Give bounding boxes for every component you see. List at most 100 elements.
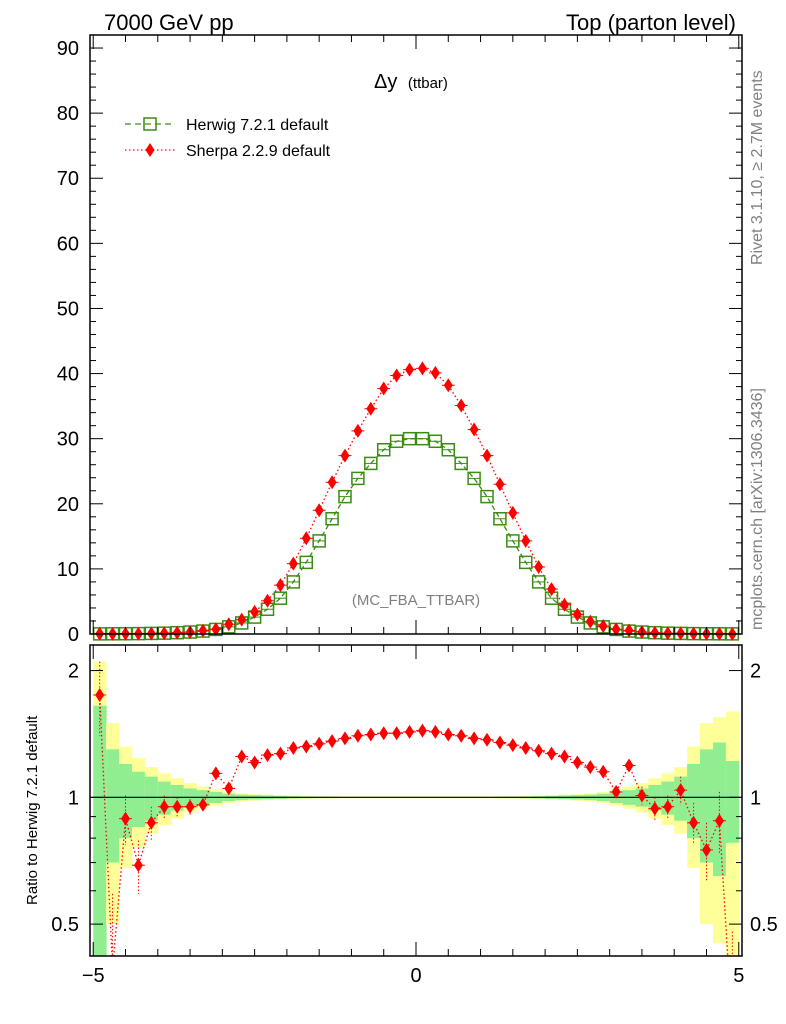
plot-title-sub: (ttbar) (408, 75, 448, 92)
sherpa-point (172, 625, 182, 640)
ratio-xtick-label: 0 (410, 965, 421, 987)
main-ytick-label: 0 (68, 624, 79, 646)
main-series-layer (92, 361, 740, 641)
sherpa-point (572, 607, 582, 622)
sherpa-point (353, 423, 363, 438)
ratio-sherpa-point (508, 738, 518, 753)
ratio-sherpa-point (108, 963, 117, 977)
sherpa-point (521, 533, 531, 548)
herwig-point (376, 442, 391, 457)
ratio-band-inner (700, 749, 714, 863)
ratio-sherpa-point (288, 740, 298, 755)
ratio-sherpa-point (301, 739, 311, 754)
herwig-point (389, 434, 404, 449)
plot-title-main: Δy (374, 71, 397, 93)
sherpa-point (417, 361, 427, 376)
sherpa-point (663, 626, 673, 641)
main-ytick-label: 40 (57, 364, 79, 386)
sherpa-point (534, 559, 544, 574)
main-panel: 0 10 20 30 40 50 60 70 80 90 Δy (ttbar) (MC_FBA_T… (57, 34, 743, 646)
main-ytick-label: 50 (57, 298, 79, 320)
ratio-sherpa-point (198, 797, 208, 812)
sherpa-point (508, 505, 518, 520)
sherpa-point (430, 365, 440, 380)
ratio-sherpa-point (275, 746, 285, 761)
ratio-band-inner (144, 776, 159, 821)
sherpa-point (327, 475, 337, 490)
ratio-sherpa-point (598, 764, 608, 779)
herwig-point (351, 471, 365, 486)
sherpa-point (263, 593, 273, 608)
ratio-sherpa-point (405, 724, 415, 739)
ratio-sherpa-point (250, 755, 260, 770)
sherpa-point (650, 625, 660, 640)
legend-marker-sherpa (145, 143, 155, 157)
rivet-label: Rivet 3.1.10, ≥ 2.7M events (749, 70, 766, 265)
sherpa-point (469, 422, 479, 437)
sherpa-point (495, 477, 505, 492)
herwig-point (480, 489, 494, 504)
herwig-point (364, 456, 378, 471)
main-ytick-label: 30 (57, 429, 79, 451)
ratio-sherpa-point (95, 687, 105, 702)
ratio-series-layer (93, 661, 733, 977)
sherpa-point (611, 622, 621, 637)
ratio-sherpa-point (353, 728, 363, 743)
sherpa-point (443, 378, 453, 393)
sherpa-point (301, 531, 311, 546)
ratio-band-inner (712, 742, 727, 877)
sherpa-point (275, 578, 285, 593)
herwig-point (454, 456, 468, 471)
legend-marker-herwig (143, 117, 157, 131)
plot-title: Δy (ttbar) (374, 71, 448, 93)
ratio-sherpa-point (585, 760, 595, 775)
ratio-sherpa-point (624, 758, 634, 773)
sherpa-point (392, 368, 402, 383)
ratio-sherpa-point (211, 766, 221, 781)
ratio-sherpa-point (443, 727, 453, 742)
main-ytick-label: 80 (57, 103, 79, 125)
ratio-sherpa-point (121, 811, 131, 826)
ratio-ytick-label-right: 0.5 (750, 914, 778, 936)
sherpa-point (237, 612, 247, 627)
legend-label-sherpa: Sherpa 2.2.9 default (186, 143, 331, 160)
main-ytick-label: 70 (57, 168, 79, 190)
sherpa-point (314, 503, 324, 518)
herwig-point (441, 442, 456, 457)
main-ytick-label: 10 (57, 559, 79, 581)
legend-entry-herwig: Herwig 7.2.1 default (125, 117, 329, 134)
ratio-xticks: −5 0 5 (82, 645, 744, 987)
sherpa-point (224, 617, 234, 632)
main-ytick-label: 90 (57, 38, 79, 60)
ratio-sherpa-point (185, 799, 195, 814)
header-right-title: Top (parton level) (566, 10, 736, 35)
header-left-title: 7000 GeV pp (104, 10, 234, 35)
ratio-yticks: 0.5 0.5 1 1 2 2 (51, 661, 778, 937)
sherpa-point (211, 622, 221, 637)
ratio-sherpa-point (482, 732, 492, 747)
main-xticks (92, 35, 740, 634)
ratio-sherpa-point (650, 801, 660, 816)
ratio-sherpa-point (133, 858, 143, 873)
herwig-point (518, 555, 533, 570)
sherpa-point (159, 626, 169, 641)
sherpa-point (559, 597, 569, 612)
ratio-panel: 0.5 0.5 1 1 2 2 −5 0 5 (51, 644, 778, 987)
herwig-point (325, 512, 339, 526)
herwig-point (312, 534, 326, 548)
ratio-sherpa-line (99, 694, 729, 956)
ratio-sherpa-point (327, 734, 337, 749)
legend-entry-sherpa: Sherpa 2.2.9 default (125, 143, 331, 160)
ratio-ylabel: Ratio to Herwig 7.2.1 default (24, 715, 41, 905)
ratio-sherpa-point (340, 731, 350, 746)
ratio-xtick-label: −5 (82, 965, 105, 987)
ratio-sherpa-point (366, 727, 376, 742)
analysis-id: (MC_FBA_TTBAR) (352, 592, 480, 609)
herwig-point (402, 431, 417, 446)
ratio-sherpa-point (146, 815, 156, 830)
sherpa-point (598, 619, 608, 634)
ratio-sherpa-point (159, 799, 169, 814)
ratio-sherpa-point (689, 815, 699, 830)
ratio-ytick-label: 1 (68, 787, 79, 809)
